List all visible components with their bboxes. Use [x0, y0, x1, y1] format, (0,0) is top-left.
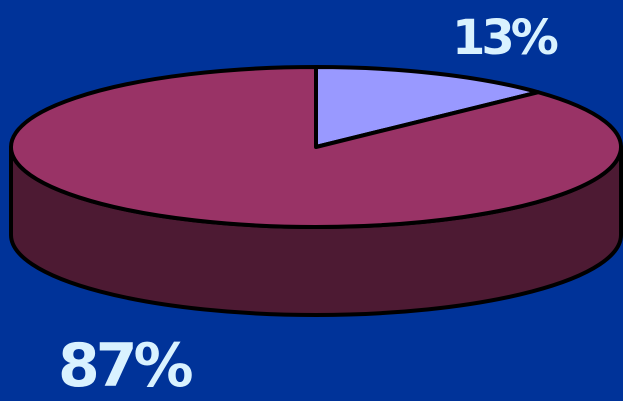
pie-slice-87 — [8, 65, 623, 229]
slice-label-13: 13% — [452, 10, 559, 66]
slice-label-87: 87% — [58, 331, 194, 401]
pie-top-face — [8, 65, 623, 229]
pie-slice-13 — [314, 65, 541, 149]
